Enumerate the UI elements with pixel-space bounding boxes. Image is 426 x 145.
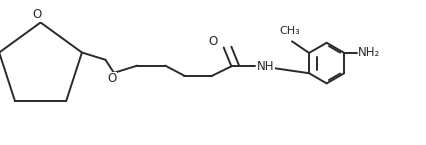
Text: NH₂: NH₂	[357, 46, 380, 59]
Text: NH: NH	[256, 60, 273, 73]
Text: CH₃: CH₃	[279, 26, 299, 36]
Text: O: O	[32, 8, 42, 21]
Text: O: O	[107, 72, 116, 85]
Text: O: O	[208, 35, 217, 48]
